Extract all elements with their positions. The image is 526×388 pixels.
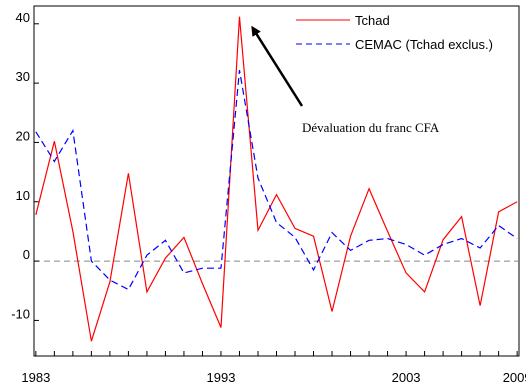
y-tick-label: -10 xyxy=(11,306,30,321)
y-axis: -10 0 10 20 30 40 xyxy=(11,10,39,321)
x-tick-label: 2003 xyxy=(392,370,421,385)
x-tick-label: 1993 xyxy=(207,370,236,385)
y-tick-label: 40 xyxy=(16,10,30,25)
series-line-tchad xyxy=(35,16,518,342)
plot-frame xyxy=(33,5,520,357)
legend: Tchad CEMAC (Tchad exclus.) xyxy=(296,13,493,52)
y-tick-label: 30 xyxy=(16,69,30,84)
x-axis: 1983 1993 2003 2009 xyxy=(21,351,526,385)
annotation-arrow xyxy=(251,25,304,107)
y-tick-label: 20 xyxy=(16,128,30,143)
x-tick-label: 2009 xyxy=(503,370,526,385)
y-tick-label: 0 xyxy=(23,247,30,262)
x-tick-label: 1983 xyxy=(21,370,50,385)
series-line-cemac xyxy=(35,69,518,291)
y-tick-label: 10 xyxy=(16,188,30,203)
annotation: Dévaluation du franc CFA xyxy=(251,25,440,135)
series-layer xyxy=(35,16,518,342)
legend-label-tchad: Tchad xyxy=(355,13,390,28)
annotation-text: Dévaluation du franc CFA xyxy=(302,120,440,135)
legend-label-cemac: CEMAC (Tchad exclus.) xyxy=(355,37,493,52)
